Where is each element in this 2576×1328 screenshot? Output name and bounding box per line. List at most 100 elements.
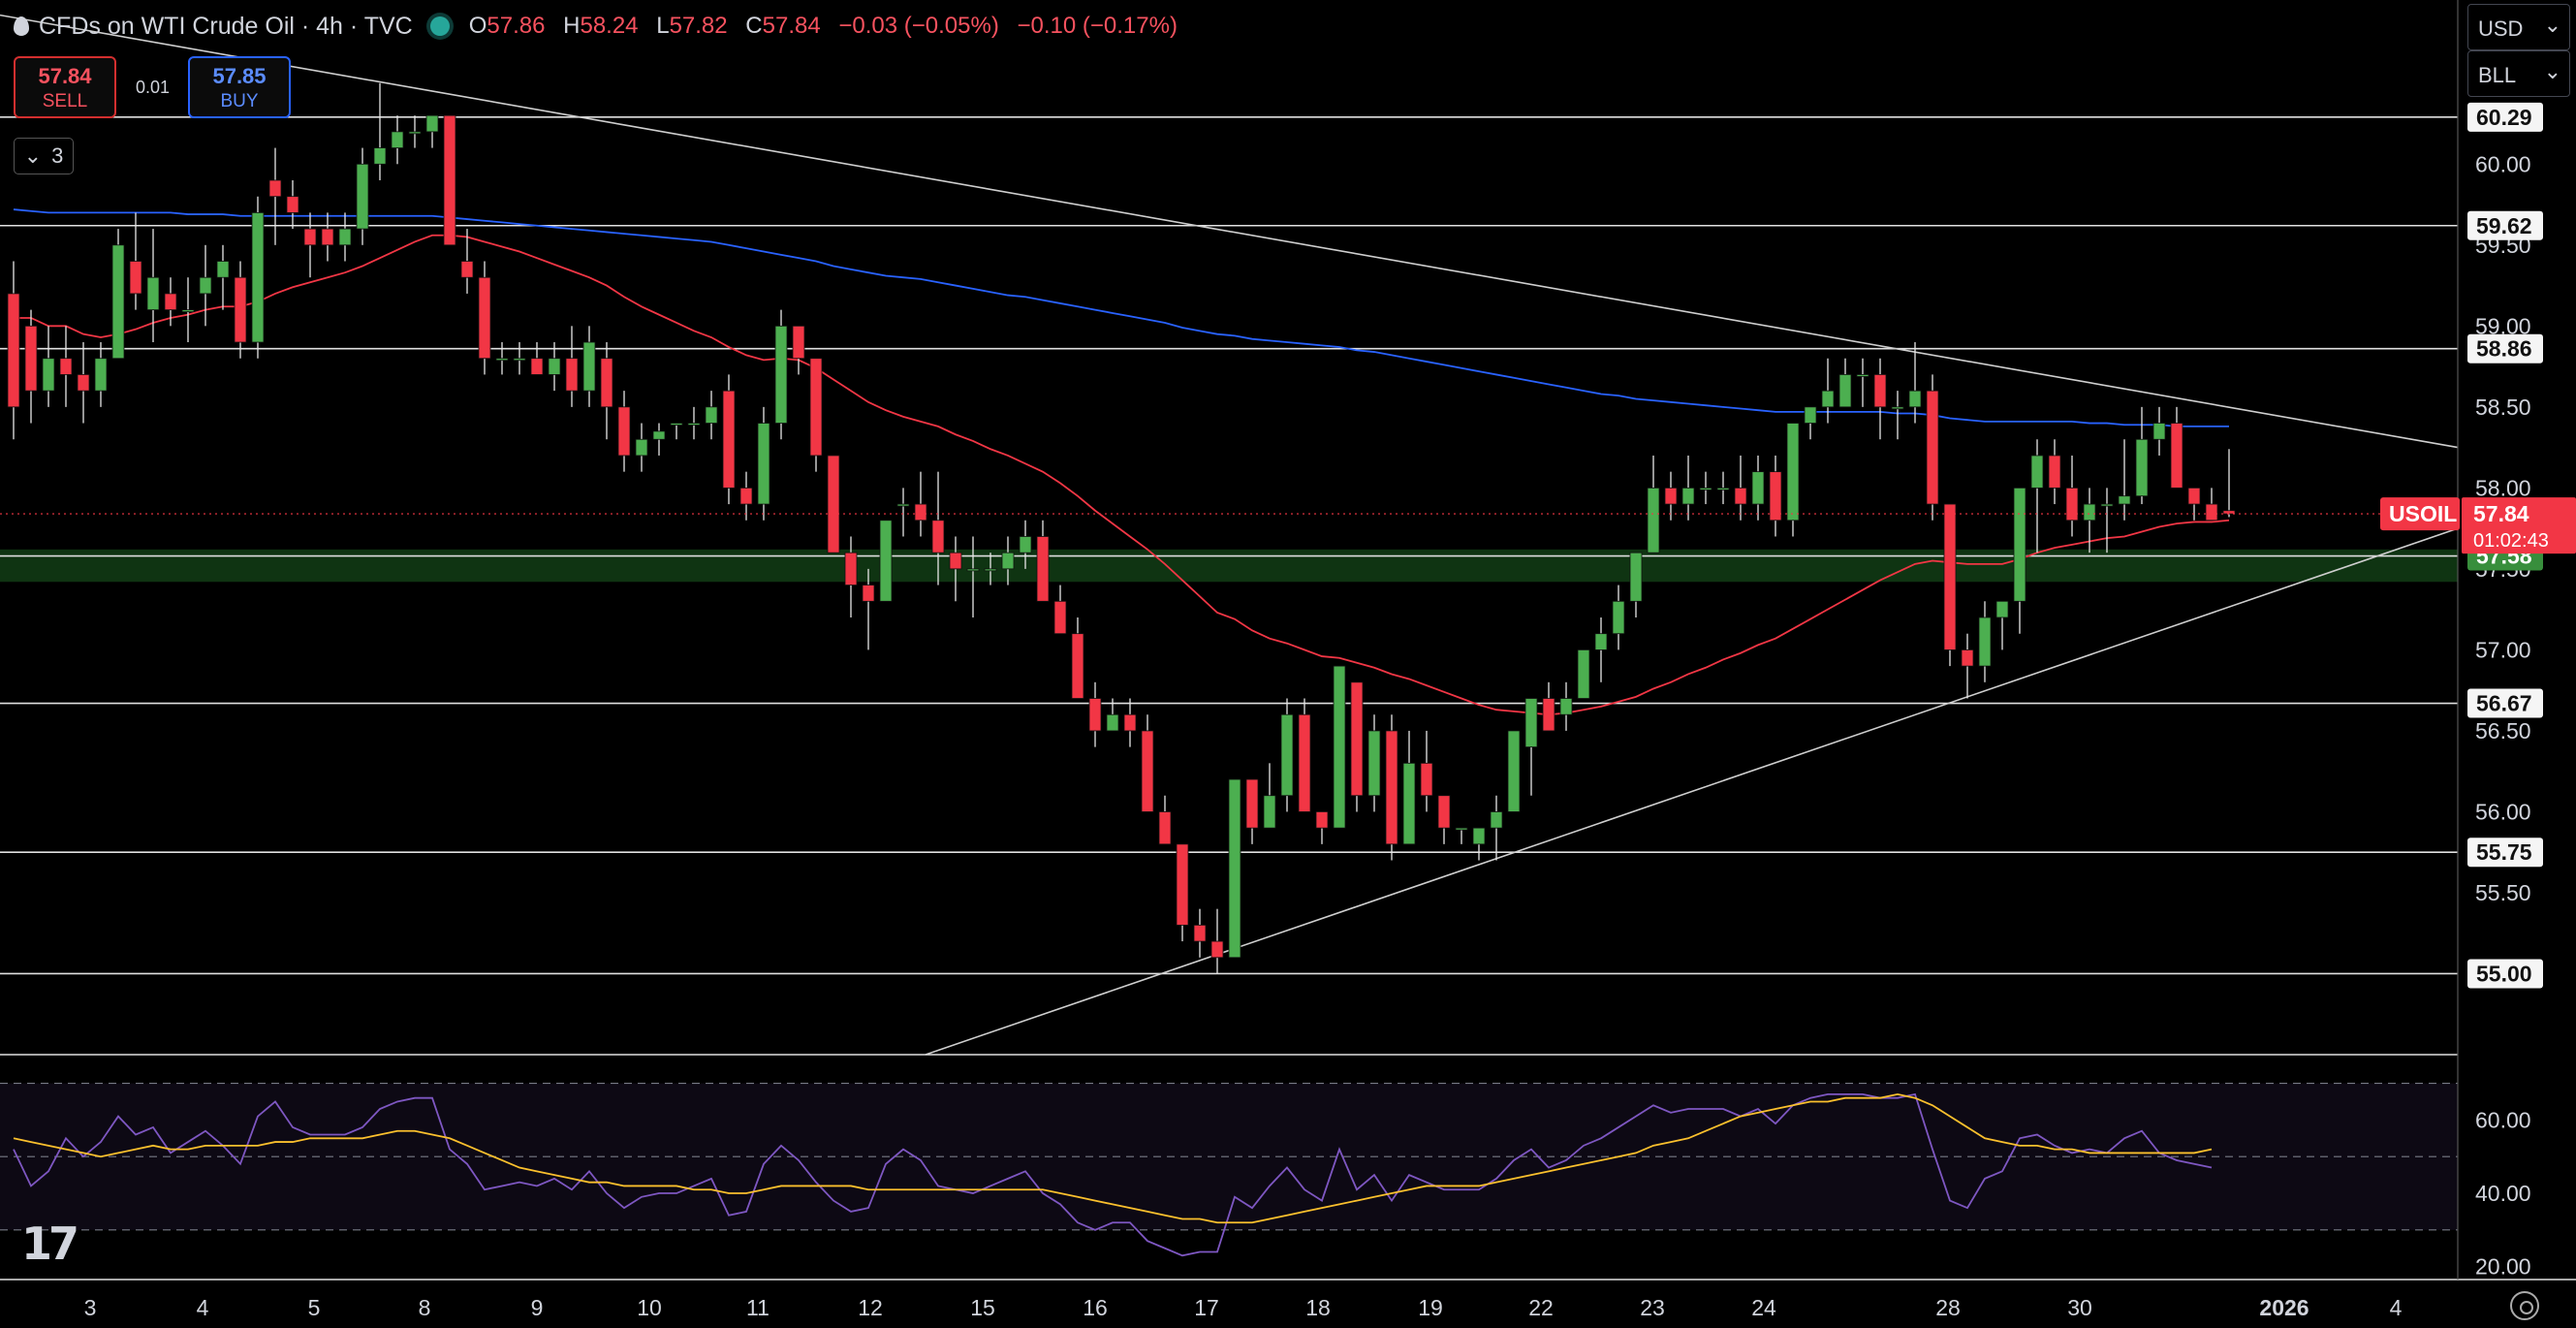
candle-body[interactable]: [1734, 487, 1747, 505]
candle-body[interactable]: [565, 358, 579, 392]
candle-body[interactable]: [391, 131, 404, 148]
candle-body[interactable]: [2187, 487, 2201, 505]
candle-body[interactable]: [896, 503, 910, 507]
buy-button[interactable]: 57.85 BUY: [188, 56, 291, 118]
descending-trendline[interactable]: [0, 14, 2459, 449]
candle-body[interactable]: [495, 358, 509, 362]
candle-body[interactable]: [914, 503, 927, 522]
candle-body[interactable]: [2205, 503, 2218, 522]
candle-body[interactable]: [1280, 713, 1294, 797]
candle-body[interactable]: [652, 430, 666, 440]
candle-body[interactable]: [7, 293, 20, 408]
candle-body[interactable]: [1437, 795, 1451, 829]
candle-body[interactable]: [1053, 600, 1067, 635]
candle-body[interactable]: [1995, 600, 2009, 618]
symbol-title[interactable]: CFDs on WTI Crude Oil · 4h · TVC: [39, 12, 413, 40]
candle-body[interactable]: [2118, 495, 2131, 505]
currency-select[interactable]: USD ⌄: [2467, 4, 2570, 50]
candle-body[interactable]: [931, 520, 945, 553]
candle-body[interactable]: [879, 520, 893, 602]
unit-select[interactable]: BLL ⌄: [2467, 50, 2570, 97]
candle-body[interactable]: [1350, 681, 1364, 797]
candle-body[interactable]: [1612, 600, 1625, 635]
candle-body[interactable]: [635, 438, 648, 457]
candle-body[interactable]: [530, 358, 544, 375]
candle-body[interactable]: [1908, 390, 1922, 408]
candle-body[interactable]: [1315, 811, 1329, 829]
candle-body[interactable]: [1838, 374, 1852, 408]
candle-body[interactable]: [949, 552, 962, 570]
candle-body[interactable]: [1245, 778, 1259, 829]
candle-body[interactable]: [1629, 552, 1643, 602]
candle-body[interactable]: [548, 358, 561, 375]
candle-body[interactable]: [1001, 552, 1015, 570]
candle-body[interactable]: [1891, 406, 1904, 410]
candle-body[interactable]: [1263, 795, 1276, 829]
candle-body[interactable]: [1961, 649, 1974, 667]
candle-body[interactable]: [617, 406, 631, 457]
candle-body[interactable]: [1298, 713, 1311, 812]
candle-body[interactable]: [216, 261, 230, 278]
sell-button[interactable]: 57.84 SELL: [14, 56, 116, 118]
candle-body[interactable]: [1367, 730, 1381, 797]
candle-body[interactable]: [1542, 698, 1555, 732]
candle-body[interactable]: [1402, 762, 1416, 845]
candle-body[interactable]: [1385, 730, 1398, 845]
candle-body[interactable]: [1420, 762, 1433, 797]
candle-body[interactable]: [582, 341, 596, 392]
candle-body[interactable]: [42, 358, 55, 392]
candle-body[interactable]: [2152, 423, 2166, 440]
candle-body[interactable]: [24, 325, 38, 392]
candle-body[interactable]: [1333, 665, 1346, 829]
candle-body[interactable]: [146, 276, 160, 311]
candle-body[interactable]: [1019, 536, 1032, 553]
candle-body[interactable]: [1455, 827, 1468, 831]
candle-body[interactable]: [2030, 455, 2044, 489]
candle-body[interactable]: [774, 325, 788, 424]
candle-body[interactable]: [984, 568, 997, 572]
candle-body[interactable]: [338, 228, 352, 246]
candle-body[interactable]: [739, 487, 753, 505]
candle-body[interactable]: [966, 568, 980, 572]
candle-body[interactable]: [1210, 940, 1224, 959]
candle-body[interactable]: [2048, 455, 2061, 489]
candle-body[interactable]: [1036, 536, 1050, 602]
candle-body[interactable]: [478, 276, 491, 360]
candle-body[interactable]: [321, 228, 334, 246]
candle-body[interactable]: [1716, 487, 1730, 490]
candle-body[interactable]: [1786, 423, 1800, 522]
candle-body[interactable]: [443, 114, 456, 246]
candle-body[interactable]: [356, 163, 369, 230]
candle-body[interactable]: [286, 196, 299, 213]
candle-body[interactable]: [687, 423, 701, 426]
candle-body[interactable]: [757, 423, 770, 505]
candle-body[interactable]: [1088, 698, 1102, 732]
candle-body[interactable]: [1577, 649, 1590, 699]
candle-body[interactable]: [862, 585, 875, 602]
candle-body[interactable]: [722, 390, 736, 489]
candle-body[interactable]: [111, 244, 125, 360]
candle-body[interactable]: [600, 358, 613, 408]
candle-body[interactable]: [1943, 503, 1957, 650]
candle-body[interactable]: [1490, 811, 1503, 829]
candle-body[interactable]: [268, 179, 282, 198]
candle-body[interactable]: [1507, 730, 1521, 812]
candle-body[interactable]: [1821, 390, 1835, 408]
candle-body[interactable]: [59, 358, 73, 375]
candle-body[interactable]: [809, 358, 823, 457]
tradingview-logo-icon[interactable]: 17: [21, 1217, 79, 1270]
candle-body[interactable]: [1647, 487, 1660, 553]
candle-body[interactable]: [1751, 471, 1765, 505]
candle-body[interactable]: [1524, 698, 1538, 748]
candle-body[interactable]: [1559, 698, 1573, 715]
candle-body[interactable]: [1193, 924, 1207, 942]
candle-body[interactable]: [2013, 487, 2026, 602]
candle-body[interactable]: [2100, 503, 2114, 507]
candle-body[interactable]: [1856, 374, 1869, 377]
candle-body[interactable]: [1141, 730, 1154, 812]
candle-body[interactable]: [460, 261, 474, 278]
ascending-trendline[interactable]: [925, 527, 2459, 1056]
candle-body[interactable]: [1176, 843, 1189, 926]
candle-body[interactable]: [129, 261, 142, 295]
